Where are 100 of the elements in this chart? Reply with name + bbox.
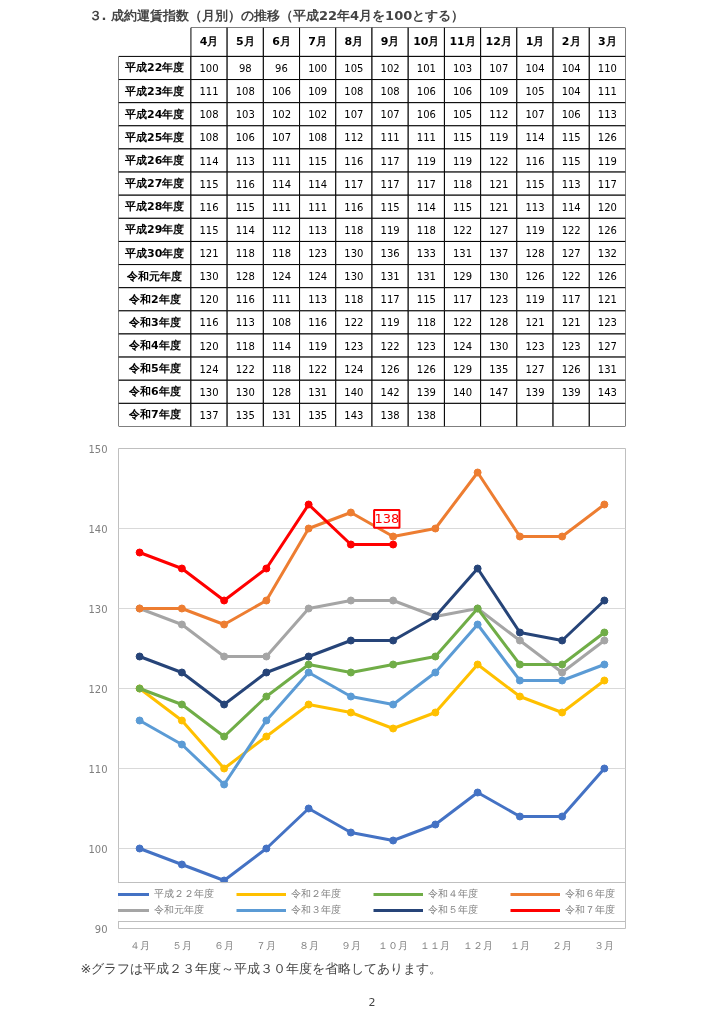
data-label: 115 (452, 132, 473, 144)
data-label: 130 (489, 271, 509, 283)
x-tick-label: 2月 (561, 35, 581, 49)
point (389, 700, 398, 709)
point (431, 708, 440, 717)
point (304, 524, 313, 533)
data-label: 124 (199, 363, 219, 375)
data-label: 114 (525, 132, 545, 144)
y-tick-label: 90 (94, 923, 108, 935)
data-label: 120 (199, 294, 219, 306)
point (177, 564, 186, 573)
data-label: 119 (525, 294, 545, 306)
data-label: 124 (344, 363, 364, 375)
data-label: 121 (525, 317, 545, 329)
point (304, 652, 313, 661)
data-label: 106 (271, 86, 292, 98)
chart-title: ３. 成約運賃指数（月別）の推移（平成22年4月を100とする） (88, 7, 465, 23)
x-tick-label: 8月 (344, 35, 364, 49)
point (600, 596, 609, 605)
text: 2 (368, 995, 376, 1009)
data-label: 131 (271, 409, 292, 421)
y-tick-label: 令和元年度 (126, 269, 183, 283)
data-label: 129 (452, 363, 473, 375)
x-tick-label: 12月 (485, 35, 512, 49)
data-label: 104 (561, 86, 581, 98)
data-label: 128 (235, 271, 255, 283)
data-label: 103 (235, 109, 255, 121)
point (346, 596, 355, 605)
data-label: 121 (489, 201, 509, 213)
data-label: 101 (416, 62, 436, 74)
data-label: 121 (489, 178, 509, 190)
data-label: 137 (489, 248, 509, 260)
y-tick-label: 140 (88, 523, 108, 535)
y-tick-label: 150 (88, 443, 108, 455)
point (177, 604, 186, 613)
data-label: 116 (199, 317, 219, 329)
data-label: 108 (344, 86, 364, 98)
data-label: 112 (489, 109, 509, 121)
y-tick-label: 平成30年度 (124, 246, 185, 260)
data-label: 115 (416, 294, 436, 306)
data-label: 118 (416, 224, 436, 236)
point (177, 620, 186, 629)
data-label: 126 (416, 363, 436, 375)
data-label: 111 (199, 86, 219, 98)
data-label: 115 (561, 132, 581, 144)
data-label: 116 (525, 155, 545, 167)
data-label: 112 (271, 224, 292, 236)
data-label: 113 (235, 155, 255, 167)
data-label: 135 (235, 409, 255, 421)
x-tick-label: ６月 (214, 939, 235, 951)
data-label: 104 (561, 62, 581, 74)
data-label: 128 (489, 317, 509, 329)
data-label: 115 (235, 201, 255, 213)
data-label: 111 (380, 132, 400, 144)
point (346, 708, 355, 717)
data-label: 98 (238, 62, 252, 74)
data-label: 129 (452, 271, 473, 283)
x-tick-label: 11月 (449, 35, 476, 49)
point (262, 716, 271, 725)
x-tick-label: 3月 (598, 35, 617, 49)
point (431, 652, 440, 661)
point (558, 676, 567, 685)
data-label: 102 (308, 109, 328, 121)
data-label: 108 (308, 132, 328, 144)
data-label: 114 (199, 155, 219, 167)
y-tick-label: 令和3年度 (127, 315, 181, 329)
point (431, 820, 440, 829)
point (262, 844, 271, 853)
data-label: 109 (308, 86, 328, 98)
data-label: 127 (597, 340, 617, 352)
data-label: 117 (380, 155, 400, 167)
data-label: 127 (525, 363, 545, 375)
data-label: 140 (344, 386, 364, 398)
data-label: 107 (525, 109, 545, 121)
data-label: 115 (452, 201, 473, 213)
data-label: 122 (308, 363, 328, 375)
data-label: 118 (344, 294, 364, 306)
data-label: 116 (199, 201, 219, 213)
data-label: 106 (561, 109, 581, 121)
data-label: 117 (416, 178, 436, 190)
data-label: 133 (416, 248, 436, 260)
point (558, 812, 567, 821)
y-tick-label: 130 (88, 603, 108, 615)
y-tick-label: 平成29年度 (124, 223, 185, 237)
point (262, 668, 271, 677)
data-label: 139 (561, 386, 581, 398)
legend-label: 令和６年度 (564, 887, 616, 901)
data-label: 121 (561, 317, 581, 329)
point (304, 500, 313, 509)
point (262, 692, 271, 701)
point (600, 500, 609, 509)
data-label: 107 (380, 109, 400, 121)
data-label: 119 (380, 317, 400, 329)
point (346, 828, 355, 837)
data-label: 107 (344, 109, 364, 121)
data-label: 130 (199, 386, 219, 398)
data-label: 122 (561, 271, 581, 283)
data-label: 108 (199, 132, 219, 144)
point (558, 532, 567, 541)
data-label: 123 (308, 248, 328, 260)
